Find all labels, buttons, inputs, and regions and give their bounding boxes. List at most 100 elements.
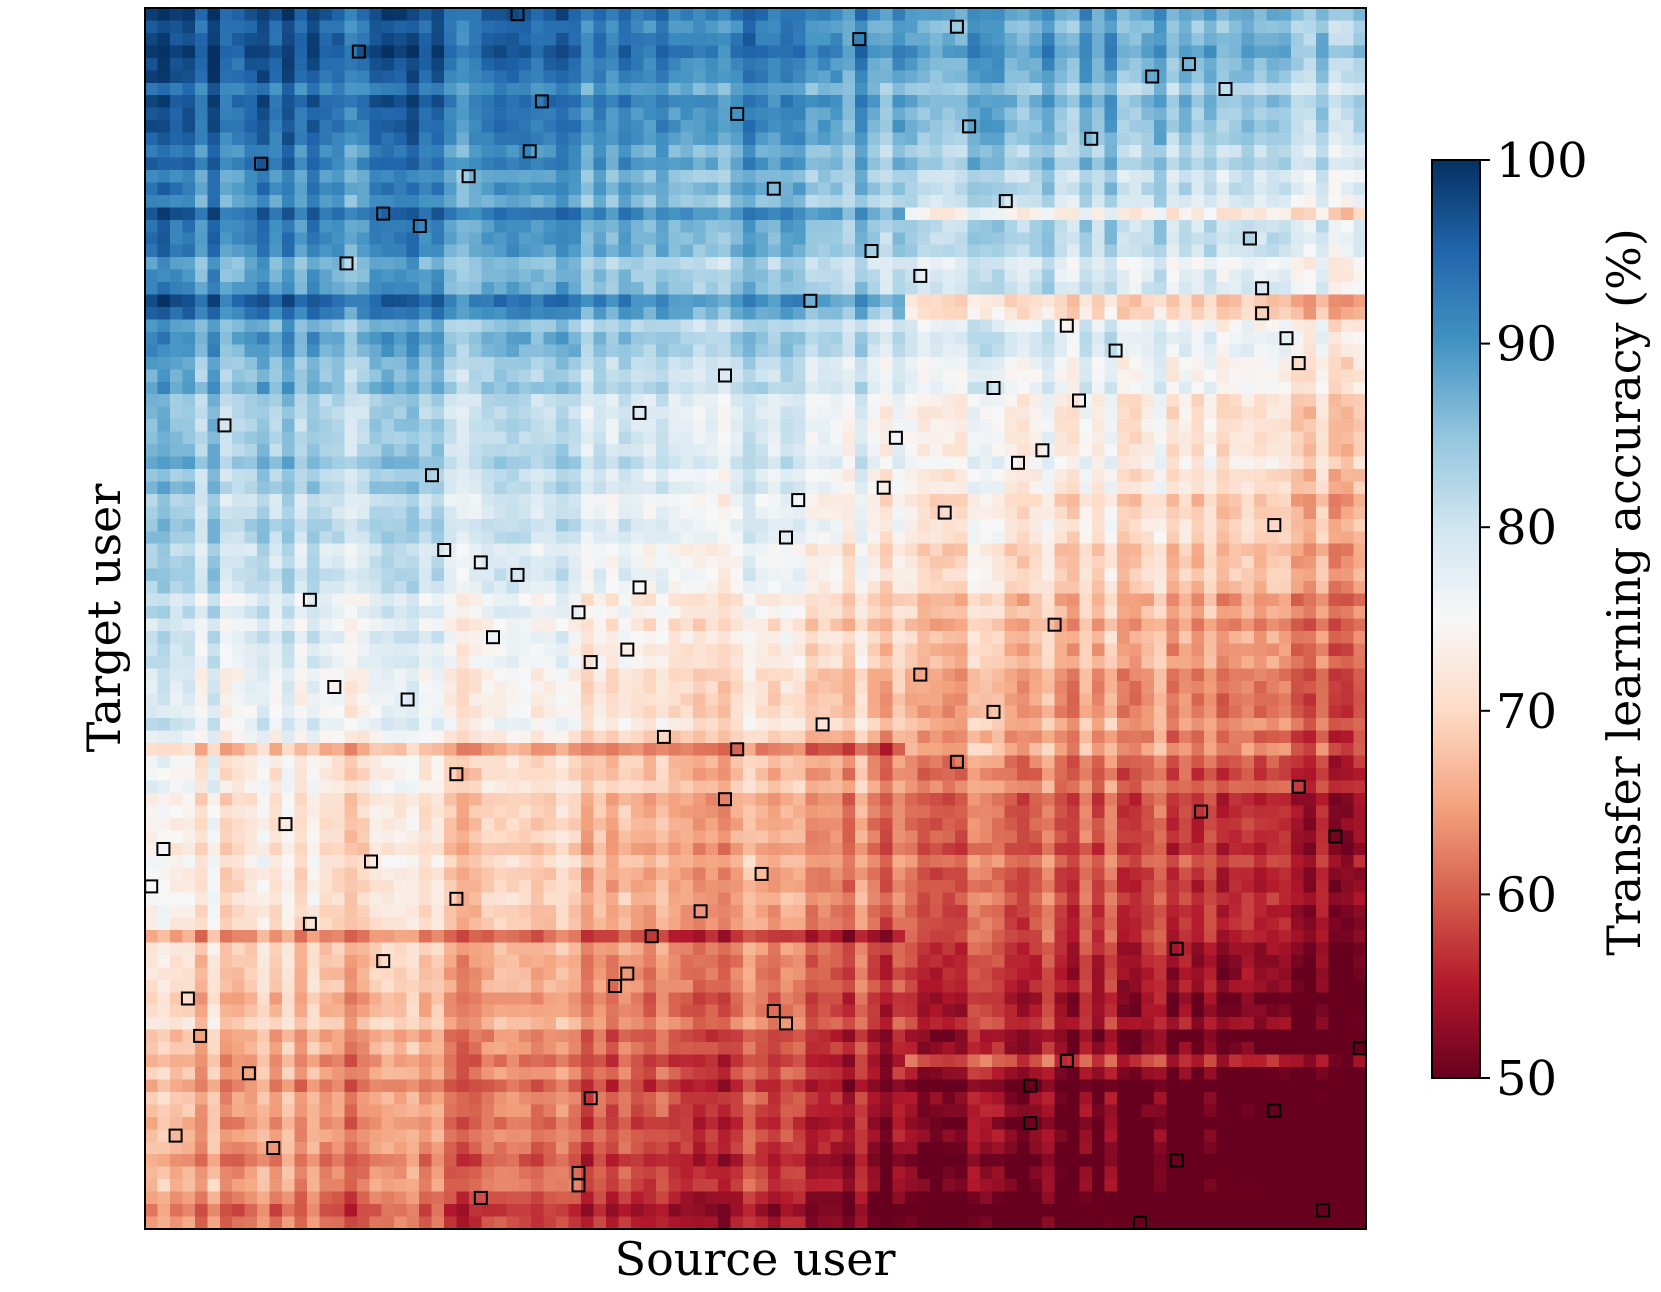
diagonal-marker <box>534 94 549 109</box>
diagonal-marker <box>1279 331 1294 346</box>
diagonal-marker <box>1011 455 1025 470</box>
diagonal-marker <box>412 219 427 233</box>
diagonal-marker <box>1267 1103 1282 1118</box>
colorbar-tick-label: 80 <box>1496 500 1557 556</box>
diagonal-marker <box>1108 343 1123 358</box>
diagonal-marker <box>656 729 671 744</box>
diagonal-marker <box>718 792 732 807</box>
diagonal-marker <box>486 630 500 645</box>
diagonal-marker <box>449 767 464 782</box>
diagonal-marker <box>1267 518 1282 533</box>
diagonal-marker <box>376 206 391 221</box>
diagonal-marker <box>791 493 806 508</box>
diagonal-marker <box>1059 1053 1074 1068</box>
diagonal-marker <box>1023 1078 1038 1093</box>
diagonal-marker <box>1035 443 1050 458</box>
diagonal-marker <box>473 555 488 570</box>
diagonal-marker <box>278 817 293 832</box>
diagonal-marker <box>986 381 1001 395</box>
colorbar-tick-label: 90 <box>1496 317 1557 373</box>
diagonal-marker <box>803 293 818 308</box>
diagonal-marker <box>156 842 171 856</box>
diagonal-marker <box>730 742 745 757</box>
colorbar-label: Transfer learning accuracy (%) <box>1597 228 1651 956</box>
diagonal-marker <box>852 32 867 47</box>
diagonal-marker <box>693 904 708 919</box>
diagonal-marker <box>266 1141 281 1155</box>
diagonal-marker <box>339 256 354 271</box>
plot-frame <box>144 7 1367 1230</box>
diagonal-marker <box>571 1165 586 1180</box>
diagonal-marker <box>815 717 830 732</box>
diagonal-marker <box>254 156 269 171</box>
diagonal-marker <box>766 181 781 196</box>
diagonal-marker <box>241 1066 256 1081</box>
diagonal-marker <box>986 704 1001 719</box>
diagonal-marker <box>888 430 903 445</box>
colorbar-tick-label: 50 <box>1496 1051 1557 1107</box>
diagonal-marker <box>302 592 317 607</box>
diagonal-marker <box>473 1190 488 1205</box>
diagonal-marker <box>510 567 525 582</box>
diagonal-marker <box>779 1016 793 1031</box>
colorbar <box>1431 159 1481 1079</box>
diagonal-marker <box>913 268 928 283</box>
diagonal-marker <box>1352 1041 1367 1056</box>
diagonal-marker <box>583 1091 598 1106</box>
diagonal-marker <box>1255 306 1270 321</box>
diagonal-marker <box>217 418 232 433</box>
diagonal-marker <box>1255 281 1270 296</box>
colorbar-tick-label: 70 <box>1496 684 1557 740</box>
diagonal-marker <box>962 119 977 134</box>
diagonal-marker <box>1023 1116 1038 1131</box>
diagonal-marker <box>1084 131 1099 146</box>
colorbar-tick-label: 100 <box>1496 133 1588 189</box>
diagonal-marker <box>400 692 415 707</box>
diagonal-marker <box>571 605 586 620</box>
colorbar-tick-label: 60 <box>1496 867 1557 923</box>
diagonal-marker <box>327 680 342 694</box>
diagonal-marker <box>937 505 952 520</box>
diagonal-marker <box>1194 804 1209 819</box>
diagonal-marker <box>193 1028 208 1043</box>
diagonal-marker <box>376 954 391 969</box>
diagonal-marker <box>1145 69 1160 84</box>
diagonal-markers <box>144 7 1367 1230</box>
x-axis-label: Source user <box>615 1232 896 1286</box>
diagonal-marker <box>425 468 439 483</box>
diagonal-marker <box>522 144 537 159</box>
diagonal-marker <box>1133 1215 1147 1230</box>
diagonal-marker <box>1242 231 1257 246</box>
diagonal-marker <box>864 244 879 258</box>
diagonal-marker <box>620 966 635 981</box>
diagonal-marker <box>1291 356 1306 371</box>
diagonal-marker <box>632 405 647 420</box>
diagonal-marker <box>364 854 378 869</box>
diagonal-marker <box>949 754 964 769</box>
diagonal-marker <box>1169 941 1184 956</box>
diagonal-marker <box>730 106 745 121</box>
diagonal-marker <box>1291 779 1306 794</box>
diagonal-marker <box>351 44 366 59</box>
diagonal-marker <box>754 866 769 881</box>
diagonal-marker <box>949 19 964 34</box>
diagonal-marker <box>1169 1153 1184 1168</box>
diagonal-marker <box>718 368 732 383</box>
diagonal-marker <box>779 530 793 545</box>
diagonal-marker <box>571 1178 586 1193</box>
diagonal-marker <box>1181 57 1196 72</box>
diagonal-marker <box>1047 617 1062 632</box>
diagonal-marker <box>608 979 623 993</box>
diagonal-marker <box>437 543 452 557</box>
diagonal-marker <box>876 480 891 495</box>
diagonal-marker <box>1316 1203 1331 1218</box>
diagonal-marker <box>766 1004 781 1018</box>
diagonal-marker <box>620 642 635 657</box>
diagonal-marker <box>144 879 159 894</box>
y-axis-label: Target user <box>77 484 131 753</box>
diagonal-marker <box>510 7 525 22</box>
diagonal-marker <box>1072 393 1086 408</box>
diagonal-marker <box>1059 318 1074 333</box>
